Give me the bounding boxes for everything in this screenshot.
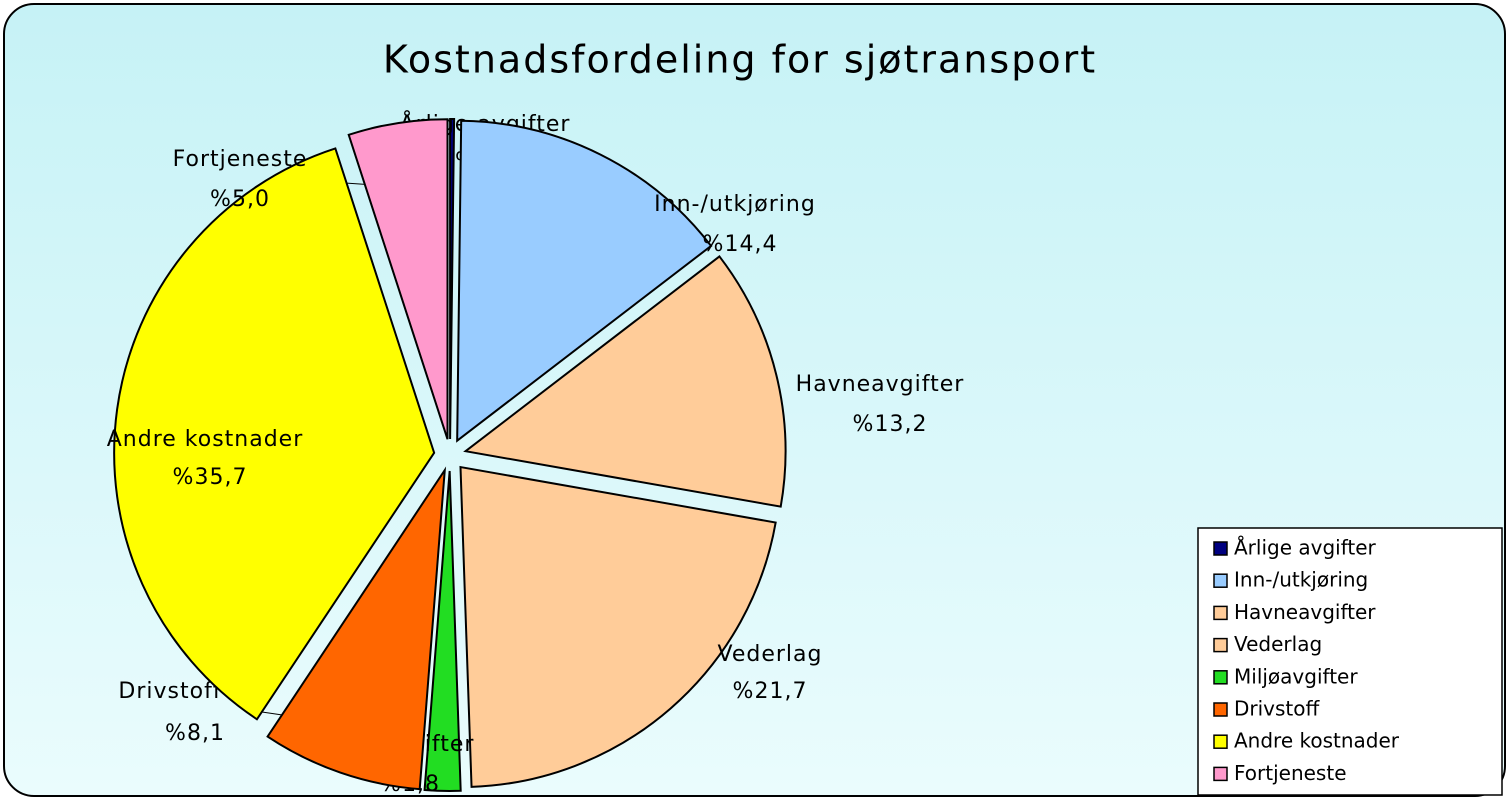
legend-swatch xyxy=(1213,702,1228,717)
legend-label: Andre kostnader xyxy=(1234,729,1400,753)
slice-label: Vederlag xyxy=(718,642,823,667)
legend-swatch xyxy=(1213,541,1228,556)
legend-label: Vederlag xyxy=(1234,632,1322,656)
pie-slice xyxy=(456,119,713,443)
legend-label: Drivstoff xyxy=(1234,697,1321,721)
slice-value-label: %21,7 xyxy=(733,679,808,704)
pie-slice xyxy=(347,118,449,440)
slice-label: Drivstoff xyxy=(118,679,221,704)
slice-value-label: %5,0 xyxy=(210,187,270,212)
slice-label: Fortjeneste xyxy=(173,147,308,172)
legend-label: Miljøavgifter xyxy=(1234,664,1358,688)
pie-slice xyxy=(113,147,436,721)
slice-label: Havneavgifter xyxy=(796,372,965,397)
legend-swatch xyxy=(1213,573,1228,588)
legend-label: Fortjeneste xyxy=(1234,761,1347,785)
legend-swatch xyxy=(1213,766,1228,782)
pie-slice xyxy=(449,117,456,440)
legend-label: Havneavgifter xyxy=(1234,600,1376,624)
slice-value-label: %8,1 xyxy=(165,721,225,746)
pie-slice xyxy=(459,465,777,788)
legend-label: Inn-/utkjøring xyxy=(1234,568,1368,592)
legend-swatch xyxy=(1213,605,1228,621)
pie-slice xyxy=(463,255,787,508)
slice-value-label: %35,7 xyxy=(173,465,248,490)
slice-label: Andre kostnader xyxy=(107,427,304,452)
pie-slice xyxy=(423,470,462,792)
chart-title: Kostnadsfordeling for sjøtransport xyxy=(383,38,1097,82)
slice-value-label: %13,2 xyxy=(853,412,928,437)
legend-swatch xyxy=(1213,670,1228,685)
legend-swatch xyxy=(1213,637,1228,653)
pie-slice xyxy=(266,466,447,791)
legend-swatch xyxy=(1213,734,1228,749)
slice-value-label: %14,4 xyxy=(703,232,778,257)
legend-label: Årlige avgifter xyxy=(1234,536,1377,560)
legend xyxy=(1197,527,1503,796)
slice-label: Inn-/utkjøring xyxy=(654,192,816,217)
